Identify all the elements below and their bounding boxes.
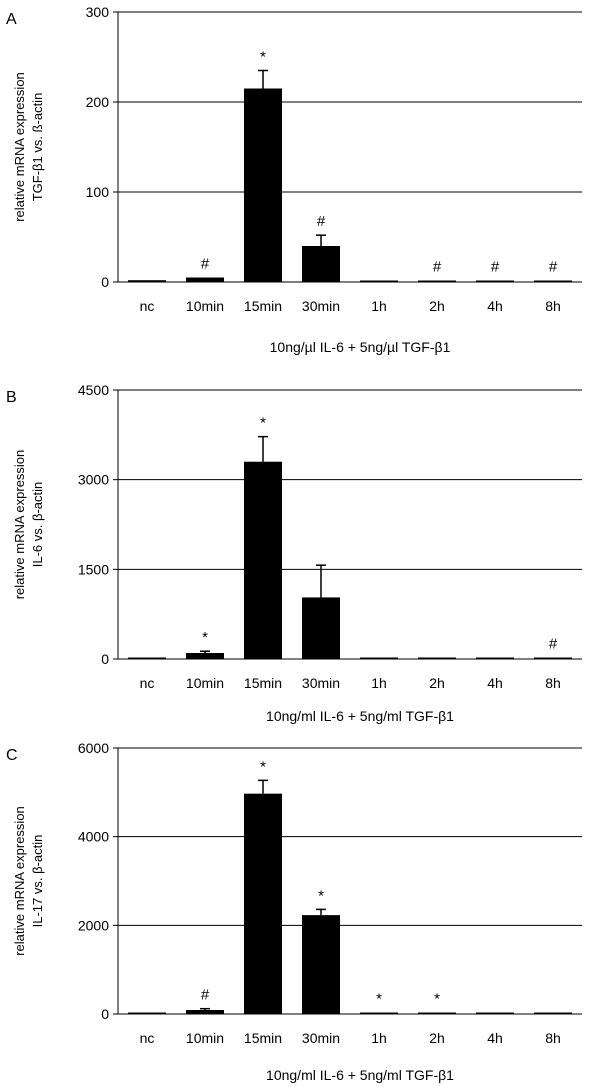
panel-b-category-label: 15min (244, 675, 282, 691)
panel-b-ytick-label: 3000 (78, 472, 109, 488)
panel-b-bar (186, 653, 224, 659)
panel-a-bar (244, 88, 282, 282)
panel-c-xlabel: 10ng/ml IL-6 + 5ng/ml TGF-β1 (266, 1067, 454, 1083)
panel-b-category-label: 4h (487, 675, 503, 691)
panel-a-bar (476, 280, 514, 282)
panel-a-category-label: 1h (371, 298, 387, 314)
panel-c-bar (128, 1012, 166, 1014)
panel-b-bar (302, 597, 340, 659)
panel-a-bar (128, 280, 166, 282)
panel-a-xlabel: 10ng/µl IL-6 + 5ng/µl TGF-β1 (270, 339, 451, 355)
panel-a-category-label: 15min (244, 298, 282, 314)
panel-b-category-label: 30min (302, 675, 340, 691)
panel-b-significance-mark: * (260, 415, 266, 432)
panel-c-ytick-label: 2000 (78, 917, 109, 933)
panel-b-bar (534, 657, 572, 659)
panel-c-bar (360, 1012, 398, 1014)
panel-c-bar (534, 1012, 572, 1014)
panel-b-ylabel-line: relative mRNA expression (12, 450, 27, 600)
panel-c-bar (476, 1012, 514, 1014)
panel-a-category-label: 4h (487, 298, 503, 314)
panel-a-significance-mark: # (491, 259, 500, 276)
panel-c-significance-mark: * (318, 887, 324, 904)
panel-a-category-label: 30min (302, 298, 340, 314)
panel-c-category-label: nc (140, 1030, 155, 1046)
panel-b-bar (476, 657, 514, 659)
panel-a-bar (186, 277, 224, 282)
panel-a-category-label: 8h (545, 298, 561, 314)
panel-c-bar (186, 1010, 224, 1014)
panel-a-ytick-label: 300 (86, 4, 110, 20)
panel-a-ytick-label: 200 (86, 94, 110, 110)
panel-a-label: A (6, 11, 17, 28)
panel-a-bar (418, 280, 456, 282)
panel-c-category-label: 4h (487, 1030, 503, 1046)
panel-a-bar (302, 246, 340, 282)
panel-c-category-label: 10min (186, 1030, 224, 1046)
panel-b-category-label: 10min (186, 675, 224, 691)
panel-a-ylabel-line: relative mRNA expression (12, 72, 27, 222)
panel-c-category-label: 8h (545, 1030, 561, 1046)
panel-c-ytick-label: 6000 (78, 740, 109, 756)
panel-b-ytick-label: 0 (101, 651, 109, 667)
panel-a-significance-mark: # (317, 213, 326, 230)
panel-c-category-label: 15min (244, 1030, 282, 1046)
panel-b-category-label: 8h (545, 675, 561, 691)
panel-c-category-label: 2h (429, 1030, 445, 1046)
panel-a-category-label: 10min (186, 298, 224, 314)
panel-c-ytick-label: 4000 (78, 829, 109, 845)
panel-b-label: B (6, 389, 17, 406)
panel-b-ytick-label: 1500 (78, 561, 109, 577)
panel-c-ylabel-line: IL-17 vs. β-actin (30, 835, 45, 928)
panel-b-bar (128, 657, 166, 659)
panel-b-category-label: nc (140, 675, 155, 691)
panel-c-ytick-label: 0 (101, 1006, 109, 1022)
panel-b-bar (360, 657, 398, 659)
panel-a-significance-mark: # (433, 259, 442, 276)
panel-c-category-label: 1h (371, 1030, 387, 1046)
panel-a-significance-mark: # (549, 259, 558, 276)
panel-c-significance-mark: * (260, 758, 266, 775)
panel-a-bar (534, 280, 572, 282)
panel-c-significance-mark: * (376, 991, 382, 1008)
panel-a-ylabel-line: TGF-β1 vs. ß-actin (30, 93, 45, 202)
panel-b-category-label: 1h (371, 675, 387, 691)
panel-c-ylabel-line: relative mRNA expression (12, 806, 27, 956)
panel-b-bar (418, 657, 456, 659)
panel-a-significance-mark: * (260, 49, 266, 66)
panel-b-significance-mark: * (202, 629, 208, 646)
panel-a-category-label: 2h (429, 298, 445, 314)
panel-c-significance-mark: * (434, 991, 440, 1008)
panel-a-category-label: nc (140, 298, 155, 314)
panel-b-ytick-label: 4500 (78, 382, 109, 398)
panel-b-category-label: 2h (429, 675, 445, 691)
panel-b-xlabel: 10ng/ml IL-6 + 5ng/ml TGF-β1 (266, 708, 454, 724)
panel-c-bar (244, 793, 282, 1014)
panel-b-ylabel-line: IL-6 vs. β-actin (30, 482, 45, 568)
panel-a-ytick-label: 0 (101, 274, 109, 290)
panel-a-significance-mark: # (201, 256, 210, 273)
panel-b-significance-mark: # (549, 636, 558, 653)
panel-c-bar (302, 915, 340, 1014)
panel-a-bar (360, 280, 398, 282)
panel-b-bar (244, 461, 282, 659)
panel-c-label: C (6, 747, 18, 764)
panel-c-category-label: 30min (302, 1030, 340, 1046)
panel-c-significance-mark: # (201, 987, 210, 1004)
panel-c-bar (418, 1012, 456, 1014)
panel-a-ytick-label: 100 (86, 184, 110, 200)
